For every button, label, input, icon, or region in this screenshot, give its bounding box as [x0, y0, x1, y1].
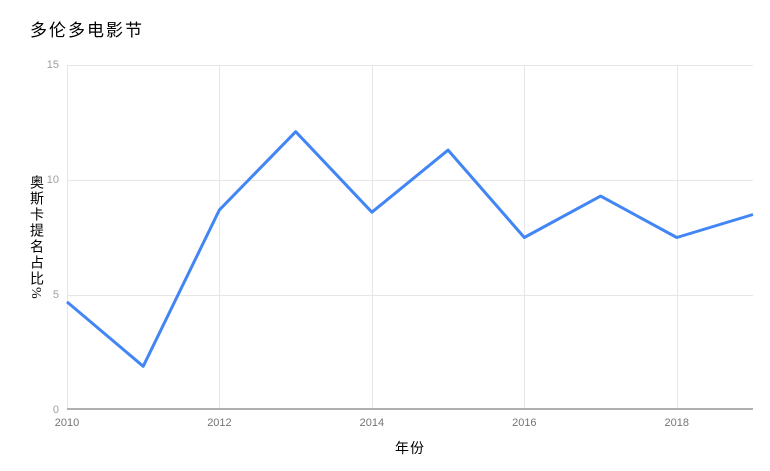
x-tick-label: 2012	[207, 417, 232, 429]
plot-area	[66, 65, 754, 410]
y-tick-label: 10	[46, 174, 59, 186]
y-tick-label: 5	[52, 289, 59, 301]
y-tick-label: 0	[52, 404, 59, 416]
x-axis-title: 年份	[395, 442, 425, 457]
plot-svg	[66, 65, 754, 410]
x-tick-label: 2018	[664, 417, 689, 429]
x-tick-label: 2014	[359, 417, 385, 429]
y-tick-label: 15	[46, 59, 59, 71]
chart-title: 多伦多电影节	[30, 21, 144, 40]
data-line-series	[66, 130, 754, 368]
x-tick-label: 2016	[512, 417, 537, 429]
y-axis-title: 奥斯卡提名占比%	[28, 174, 43, 301]
x-tick-label: 2010	[54, 417, 80, 429]
